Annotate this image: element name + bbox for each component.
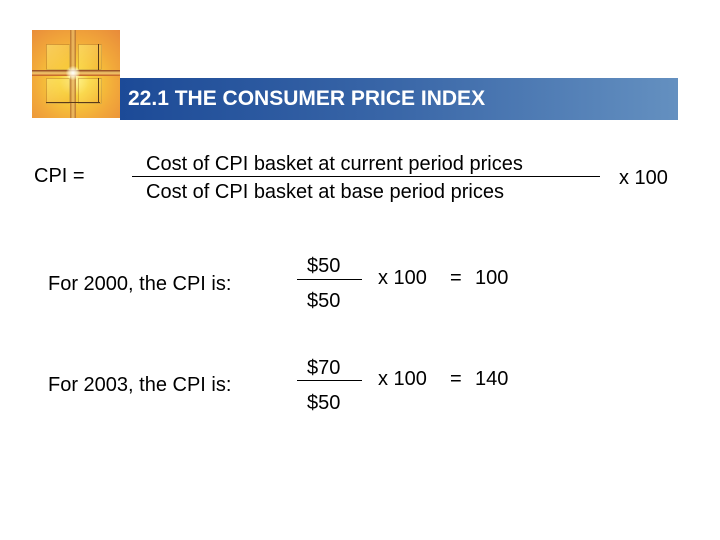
formula-multiplier: x 100 [619, 167, 668, 189]
example-2000-denominator: $50 [307, 290, 341, 312]
title-banner: 22.1 THE CONSUMER PRICE INDEX [120, 78, 678, 120]
slide-title: 22.1 THE CONSUMER PRICE INDEX [128, 87, 486, 110]
example-2000-result: 100 [475, 267, 509, 289]
example-2003-equals: = [450, 368, 462, 390]
example-2000-numerator: $50 [307, 255, 341, 277]
logo-pane [46, 78, 70, 104]
example-2000-fraction-line [297, 279, 362, 280]
formula-fraction-line [132, 176, 600, 177]
example-2003-denominator: $50 [307, 392, 341, 414]
window-cross-logo-icon [32, 30, 120, 118]
logo-line [98, 44, 99, 70]
formula-numerator: Cost of CPI basket at current period pri… [146, 153, 523, 175]
example-2003-numerator: $70 [307, 357, 341, 379]
example-2003-fraction-line [297, 380, 362, 381]
example-2003-multiplier: x 100 [378, 368, 427, 390]
example-2000-label: For 2000, the CPI is: [48, 273, 232, 295]
example-2000-multiplier: x 100 [378, 267, 427, 289]
logo-line [46, 102, 100, 103]
example-2000-equals: = [450, 267, 462, 289]
logo-glow [66, 66, 80, 80]
logo-pane [46, 44, 70, 70]
example-2003-label: For 2003, the CPI is: [48, 374, 232, 396]
example-2003-result: 140 [475, 368, 509, 390]
formula-denominator: Cost of CPI basket at base period prices [146, 181, 504, 203]
formula-lhs: CPI = [34, 165, 85, 187]
logo-line [98, 78, 99, 103]
